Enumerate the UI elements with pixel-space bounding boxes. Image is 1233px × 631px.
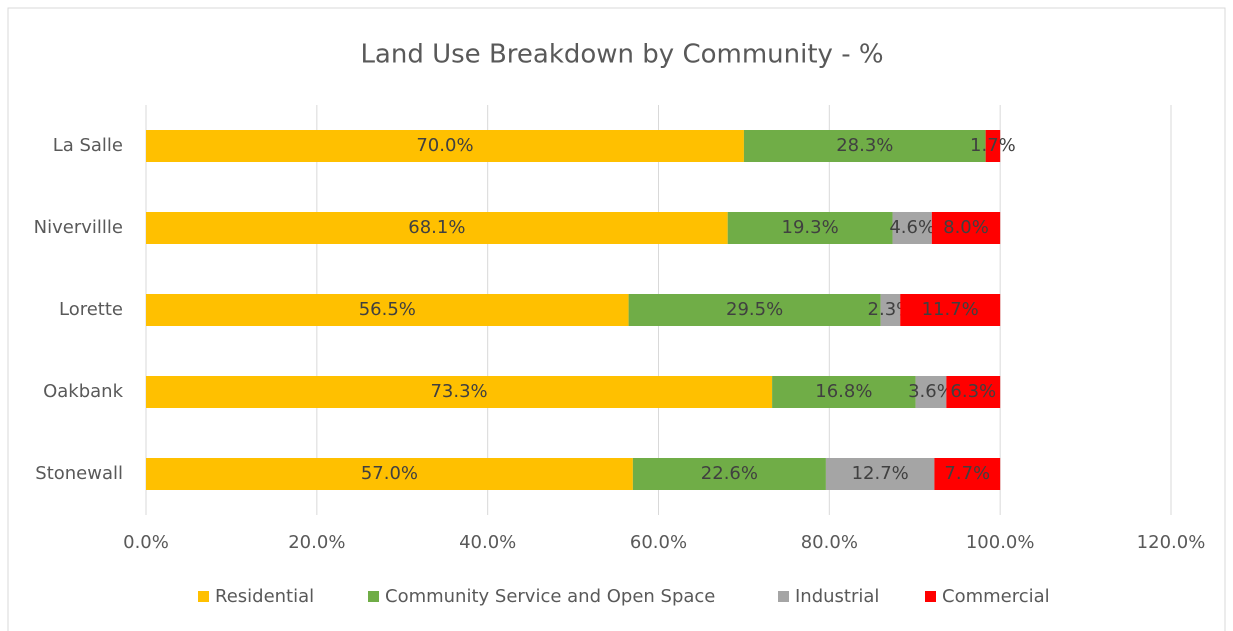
bar-segment — [772, 376, 916, 408]
data-label: 56.5% — [359, 299, 416, 320]
bar-segment — [632, 458, 826, 490]
data-label: 28.3% — [836, 135, 893, 156]
bar-segment — [934, 458, 1001, 490]
y-tick-label: Lorette — [59, 299, 123, 320]
data-label: 70.0% — [416, 135, 473, 156]
data-label: 11.7% — [922, 299, 979, 320]
bar-segment — [985, 130, 1001, 162]
bar-segment — [146, 376, 773, 408]
bar-segment — [743, 130, 986, 162]
bar-segment — [880, 294, 901, 326]
legend-swatch — [368, 591, 379, 602]
y-tick-label: Nivervillle — [34, 217, 123, 238]
data-label: 3.6% — [908, 381, 954, 402]
legend-label: Industrial — [795, 586, 879, 607]
bar-segment — [931, 212, 1001, 244]
data-label: 68.1% — [408, 217, 465, 238]
x-tick-label: 40.0% — [459, 532, 516, 553]
data-label: 7.7% — [944, 463, 990, 484]
data-label: 22.6% — [701, 463, 758, 484]
bar-segment — [900, 294, 1001, 326]
legend-swatch — [925, 591, 936, 602]
x-tick-label: 100.0% — [966, 532, 1035, 553]
chart-title: Land Use Breakdown by Community - % — [360, 40, 883, 70]
bar-segment — [727, 212, 893, 244]
data-label: 8.0% — [943, 217, 989, 238]
data-label: 6.3% — [950, 381, 996, 402]
bar-segment — [628, 294, 881, 326]
x-tick-label: 20.0% — [288, 532, 345, 553]
data-label: 57.0% — [361, 463, 418, 484]
y-tick-label: Stonewall — [35, 463, 123, 484]
data-label: 12.7% — [852, 463, 909, 484]
y-tick-label: La Salle — [53, 135, 123, 156]
data-label: 1.7% — [970, 135, 1016, 156]
legend-swatch — [198, 591, 209, 602]
bar-segment — [146, 458, 633, 490]
data-label: 4.6% — [889, 217, 935, 238]
x-tick-label: 0.0% — [123, 532, 169, 553]
bar-segment — [146, 212, 728, 244]
bar-segment — [946, 376, 1001, 408]
x-tick-label: 120.0% — [1137, 532, 1206, 553]
legend-swatch — [778, 591, 789, 602]
bar-segment — [146, 294, 629, 326]
bar-segment — [915, 376, 947, 408]
bar-segment — [146, 130, 744, 162]
data-label: 16.8% — [815, 381, 872, 402]
legend-label: Commercial — [942, 586, 1050, 607]
data-label: 29.5% — [726, 299, 783, 320]
bar-segment — [825, 458, 935, 490]
legend-label: Residential — [215, 586, 314, 607]
data-label: 19.3% — [782, 217, 839, 238]
bar-segment — [892, 212, 932, 244]
x-tick-label: 60.0% — [630, 532, 687, 553]
y-tick-label: Oakbank — [43, 381, 123, 402]
data-label: 73.3% — [430, 381, 487, 402]
x-tick-label: 80.0% — [801, 532, 858, 553]
legend-label: Community Service and Open Space — [385, 586, 715, 607]
